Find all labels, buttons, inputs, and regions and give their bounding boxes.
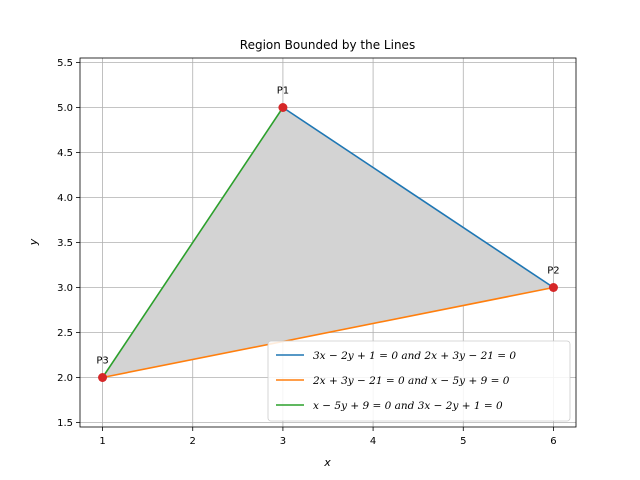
- chart-title: Region Bounded by the Lines: [240, 38, 415, 52]
- legend-entry-3: x − 5y + 9 = 0 and 3x − 2y + 1 = 0: [313, 400, 503, 412]
- point-p2: [548, 283, 558, 292]
- y-axis-ticks: 1.5 2.0 2.5 3.0 3.5 4.0 4.5 5.0 5.5: [57, 58, 80, 429]
- series-line-3: [101, 107, 284, 378]
- point-label-p2: P2: [547, 266, 559, 277]
- x-tick-label: 1: [99, 436, 105, 447]
- x-tick-label: 6: [550, 436, 556, 447]
- point-p3: [98, 373, 108, 382]
- series-line-1: [282, 106, 554, 289]
- point-label-p3: P3: [96, 356, 108, 367]
- y-tick-label: 5.5: [57, 58, 73, 69]
- y-tick-label: 3.5: [57, 238, 73, 249]
- x-axis-label: x: [323, 456, 331, 469]
- y-tick-label: 2.5: [57, 328, 73, 339]
- point-label-p1: P1: [277, 86, 289, 97]
- y-tick-label: 4.0: [57, 193, 73, 204]
- legend-entry-2: 2x + 3y − 21 = 0 and x − 5y + 9 = 0: [312, 375, 510, 387]
- legend-entry-1: 3x − 2y + 1 = 0 and 2x + 3y − 21 = 0: [313, 350, 516, 362]
- x-tick-label: 2: [190, 436, 196, 447]
- legend-box: [267, 340, 571, 422]
- y-tick-label: 4.5: [57, 148, 73, 159]
- series-lines: [101, 106, 554, 379]
- point-p1: [278, 103, 288, 112]
- x-tick-label: 3: [280, 436, 286, 447]
- y-tick-label: 1.5: [57, 418, 73, 429]
- vertex-points: P1 P2 P3: [96, 86, 560, 382]
- legend: 3x − 2y + 1 = 0 and 2x + 3y − 21 = 0 2x +…: [267, 340, 571, 422]
- x-axis-ticks: 1 2 3 4 5 6: [99, 427, 557, 447]
- y-axis-label: y: [27, 238, 40, 246]
- x-tick-label: 4: [370, 436, 376, 447]
- y-tick-label: 2.0: [57, 373, 73, 384]
- series-line-2: [102, 286, 554, 379]
- y-tick-label: 5.0: [57, 103, 73, 114]
- y-tick-label: 3.0: [57, 283, 73, 294]
- x-tick-label: 5: [460, 436, 466, 447]
